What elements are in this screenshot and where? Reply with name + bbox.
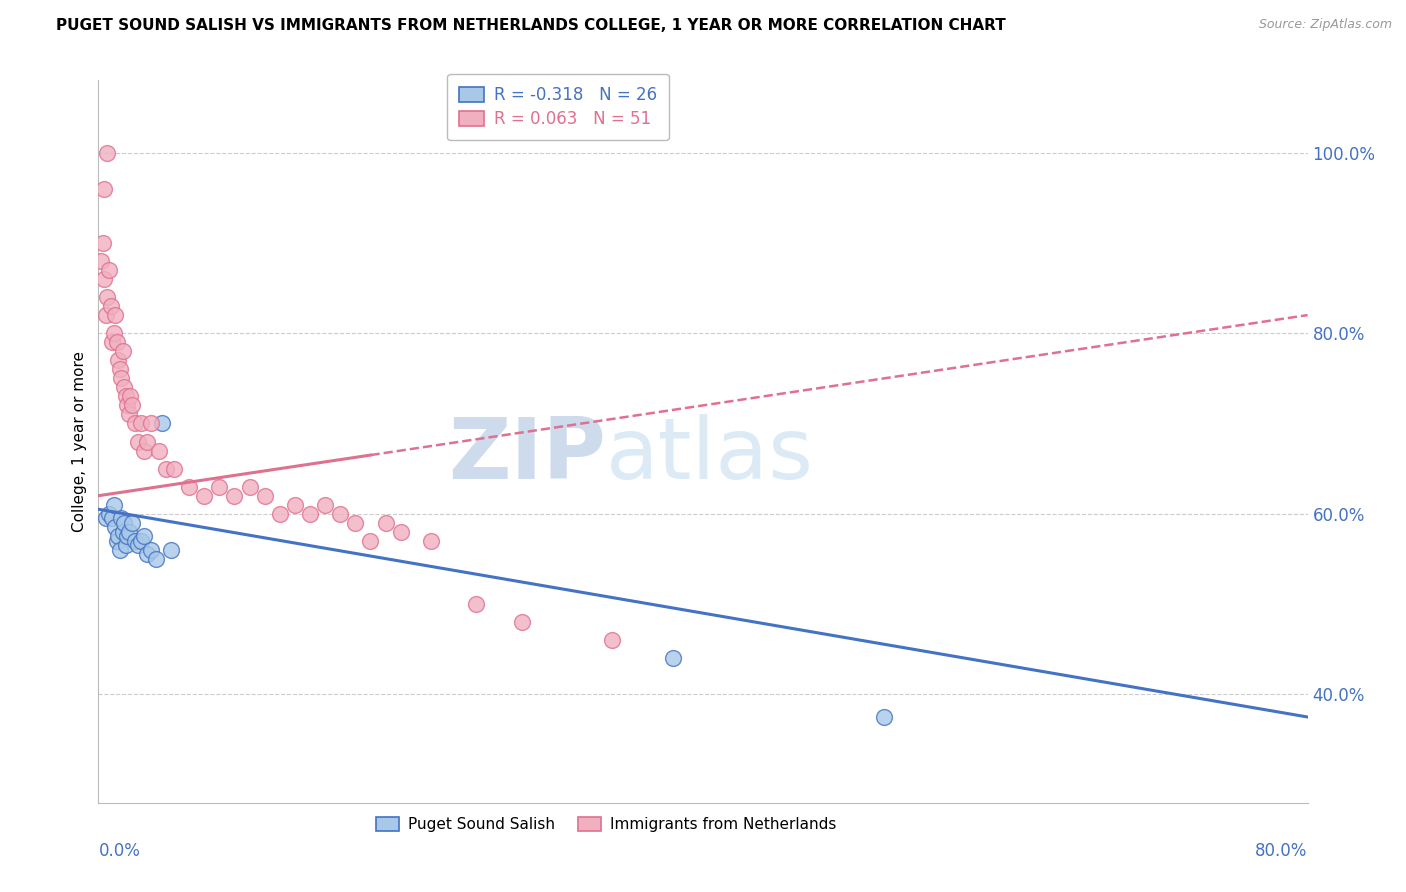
- Point: [103, 326, 125, 341]
- Point: [135, 434, 157, 449]
- Point: [141, 417, 163, 431]
- Point: [104, 520, 127, 534]
- Point: [127, 538, 149, 552]
- Point: [150, 417, 173, 431]
- Point: [94, 308, 117, 322]
- Point: [110, 511, 132, 525]
- Point: [112, 380, 135, 394]
- Point: [360, 533, 382, 548]
- Point: [193, 489, 215, 503]
- Legend: Puget Sound Salish, Immigrants from Netherlands: Puget Sound Salish, Immigrants from Neth…: [370, 811, 842, 838]
- Point: [510, 615, 533, 630]
- Point: [420, 533, 443, 548]
- Point: [124, 417, 146, 431]
- Point: [100, 299, 122, 313]
- Text: atlas: atlas: [606, 415, 814, 498]
- Point: [112, 516, 135, 530]
- Y-axis label: College, 1 year or more: College, 1 year or more: [72, 351, 87, 532]
- Point: [661, 651, 683, 665]
- Point: [101, 511, 124, 525]
- Point: [344, 516, 367, 530]
- Point: [124, 533, 146, 548]
- Point: [107, 353, 129, 368]
- Point: [299, 507, 322, 521]
- Point: [105, 533, 128, 548]
- Point: [115, 398, 138, 412]
- Point: [115, 529, 138, 543]
- Point: [141, 542, 163, 557]
- Point: [284, 498, 307, 512]
- Point: [132, 529, 155, 543]
- Point: [127, 434, 149, 449]
- Point: [101, 335, 124, 350]
- Point: [389, 524, 412, 539]
- Point: [873, 710, 896, 724]
- Point: [121, 516, 143, 530]
- Point: [163, 461, 186, 475]
- Point: [208, 480, 231, 494]
- Point: [329, 507, 352, 521]
- Point: [160, 542, 183, 557]
- Point: [108, 362, 131, 376]
- Point: [374, 516, 396, 530]
- Point: [129, 417, 152, 431]
- Point: [314, 498, 336, 512]
- Point: [104, 308, 127, 322]
- Point: [96, 145, 118, 160]
- Point: [96, 290, 118, 304]
- Point: [111, 524, 134, 539]
- Point: [253, 489, 276, 503]
- Point: [602, 633, 624, 648]
- Point: [98, 507, 121, 521]
- Point: [94, 511, 117, 525]
- Text: 0.0%: 0.0%: [98, 842, 141, 860]
- Point: [118, 524, 141, 539]
- Point: [108, 542, 131, 557]
- Text: Source: ZipAtlas.com: Source: ZipAtlas.com: [1258, 18, 1392, 31]
- Point: [224, 489, 246, 503]
- Point: [129, 533, 152, 548]
- Point: [107, 529, 129, 543]
- Text: PUGET SOUND SALISH VS IMMIGRANTS FROM NETHERLANDS COLLEGE, 1 YEAR OR MORE CORREL: PUGET SOUND SALISH VS IMMIGRANTS FROM NE…: [56, 18, 1005, 33]
- Point: [118, 408, 141, 422]
- Point: [465, 597, 488, 611]
- Point: [135, 548, 157, 562]
- Point: [91, 235, 114, 250]
- Point: [111, 344, 134, 359]
- Point: [179, 480, 201, 494]
- Point: [155, 461, 177, 475]
- Text: 80.0%: 80.0%: [1256, 842, 1308, 860]
- Point: [114, 389, 136, 403]
- Point: [269, 507, 291, 521]
- Point: [103, 498, 125, 512]
- Point: [132, 443, 155, 458]
- Point: [93, 272, 115, 286]
- Point: [120, 389, 142, 403]
- Point: [90, 254, 112, 268]
- Point: [148, 443, 170, 458]
- Point: [121, 398, 143, 412]
- Point: [105, 335, 128, 350]
- Point: [93, 182, 115, 196]
- Point: [145, 552, 167, 566]
- Point: [114, 538, 136, 552]
- Point: [239, 480, 262, 494]
- Text: ZIP: ZIP: [449, 415, 606, 498]
- Point: [110, 371, 132, 385]
- Point: [98, 263, 121, 277]
